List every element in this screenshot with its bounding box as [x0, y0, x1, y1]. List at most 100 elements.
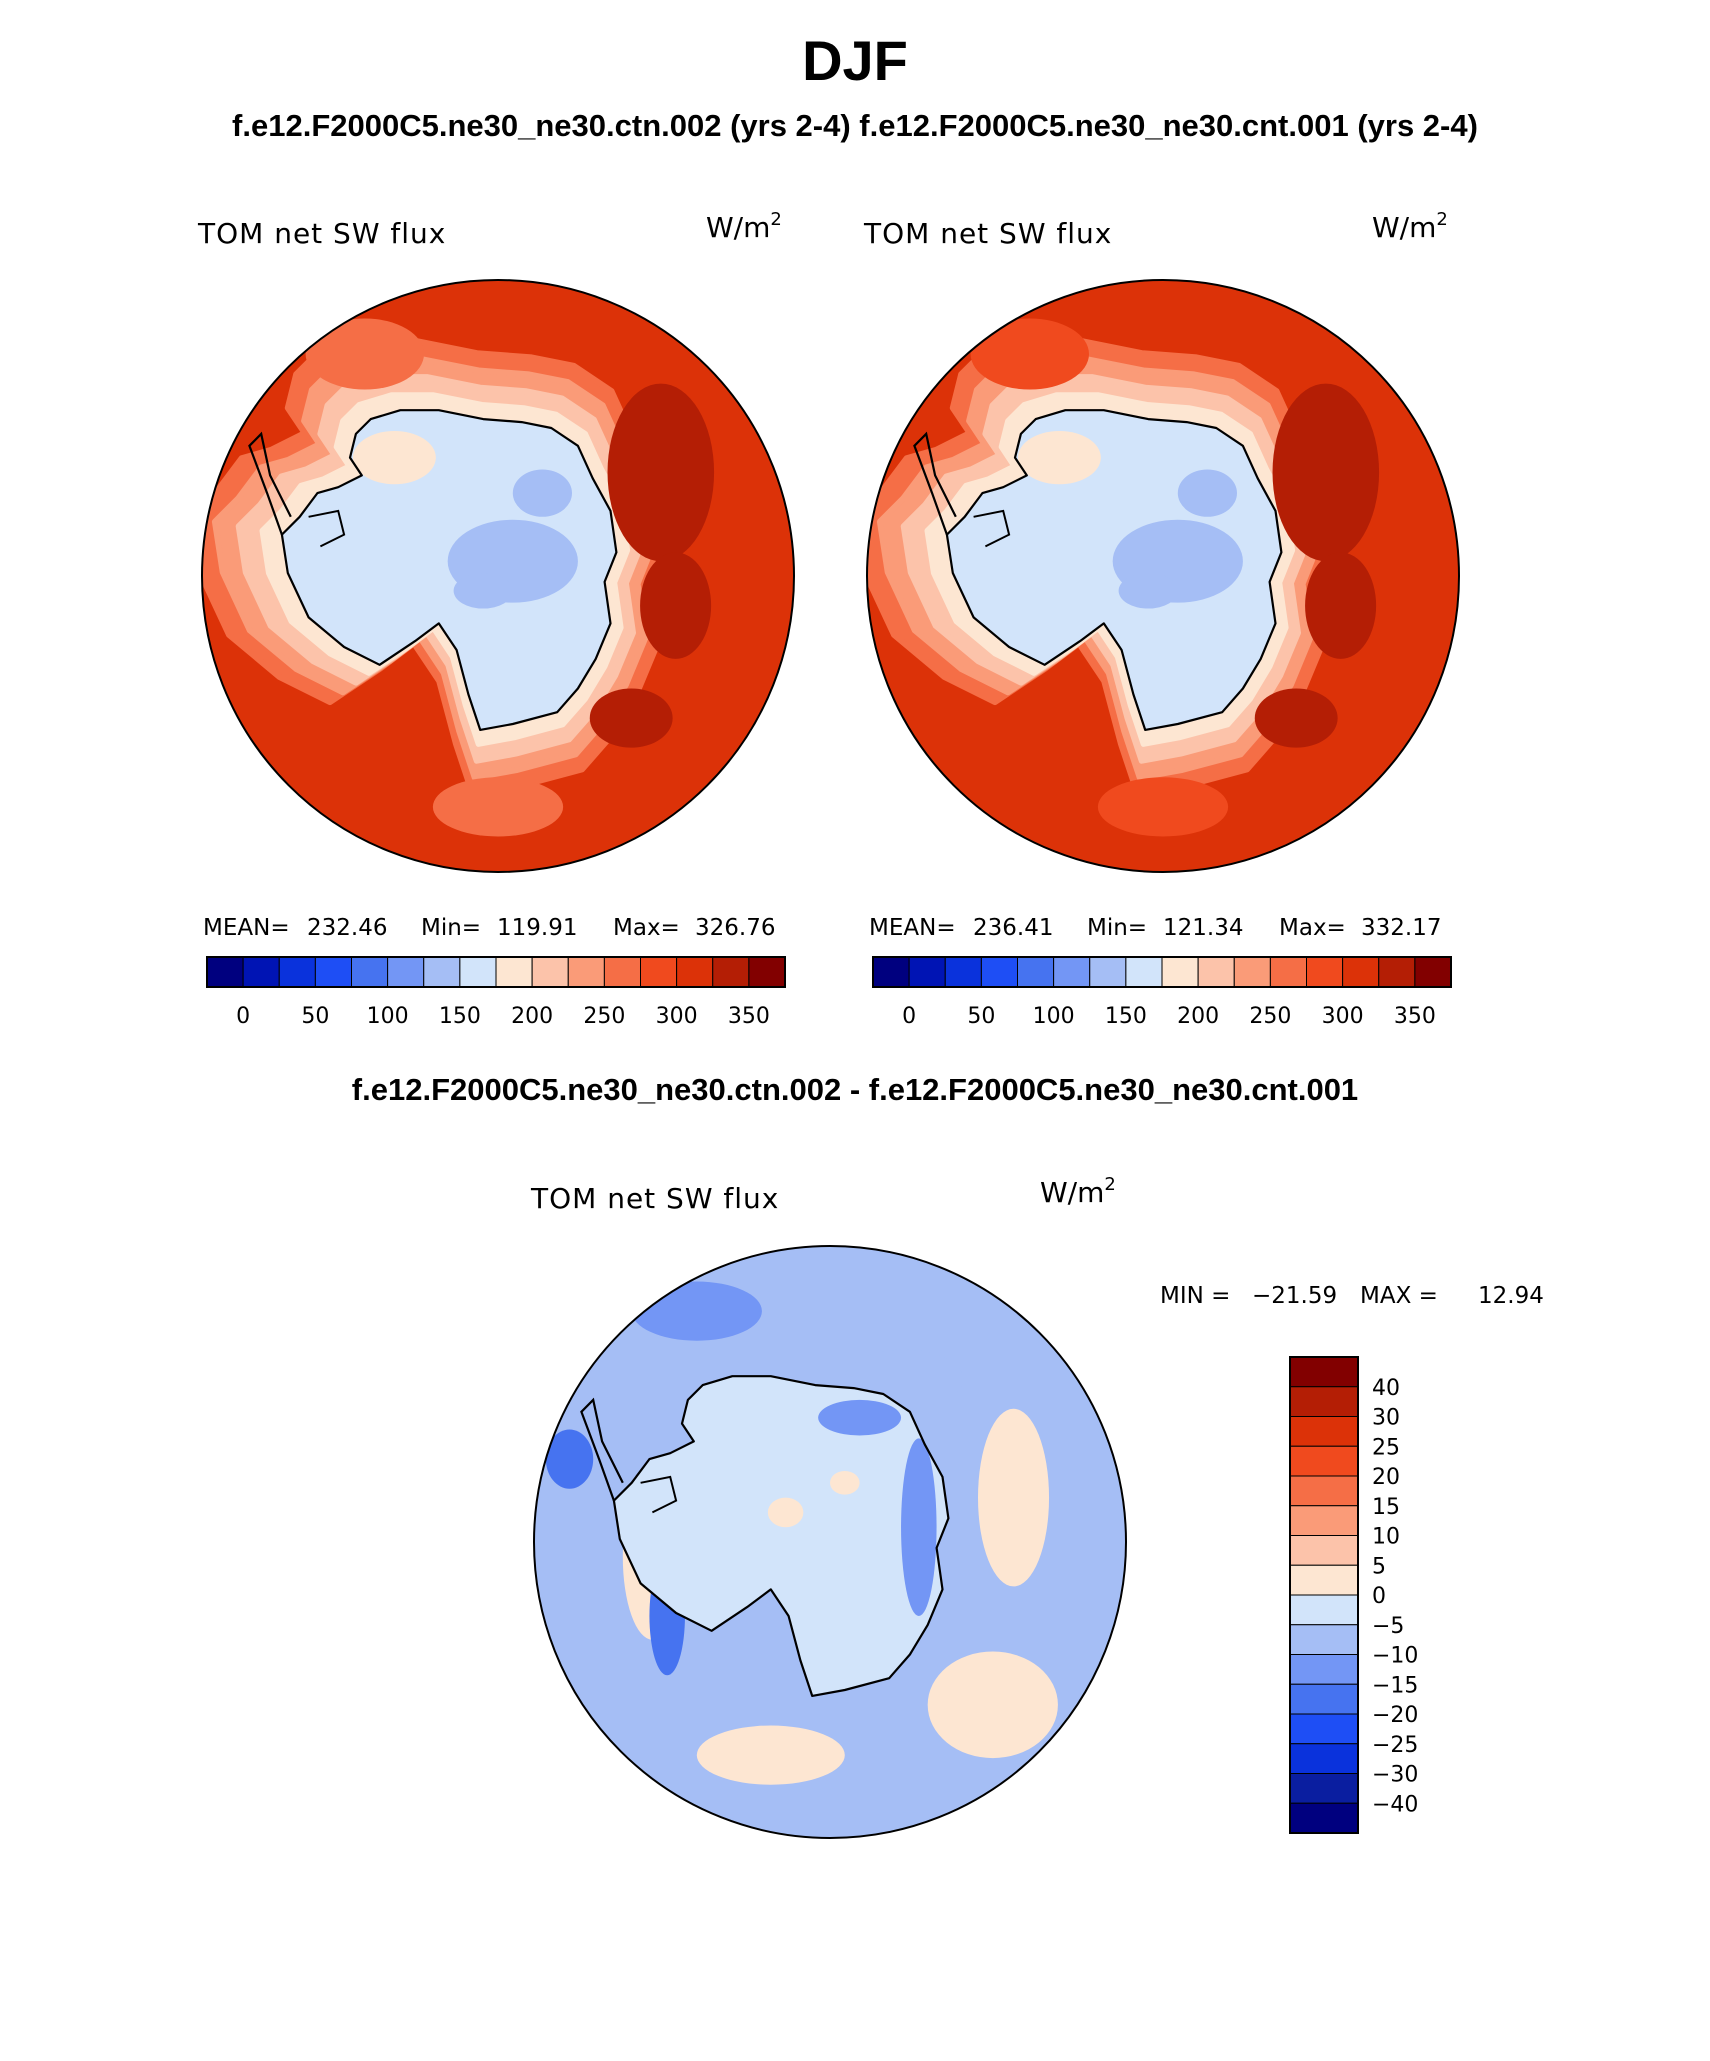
colorbar-box — [1289, 1654, 1359, 1685]
colorbar-box — [872, 956, 910, 988]
colorbar-box — [459, 956, 497, 988]
colorbar-box — [1233, 956, 1271, 988]
peninsula-coastline — [580, 1397, 624, 1501]
min-label: Min= — [421, 915, 481, 941]
map-boundary-circle — [866, 279, 1460, 873]
map-boundary-circle — [533, 1245, 1127, 1839]
ice-margin-contour — [876, 355, 1322, 781]
warm-ocean-patch — [607, 383, 715, 562]
plateau-patch — [1118, 573, 1178, 609]
max-value: 332.17 — [1361, 915, 1441, 941]
max-label: Max= — [613, 915, 680, 941]
units-exponent: 2 — [1436, 209, 1447, 230]
colorbar-tick-label: 350 — [728, 1004, 770, 1029]
colorbar-box — [1289, 1773, 1359, 1804]
max-value: 12.94 — [1478, 1283, 1544, 1309]
peninsula-coastline — [913, 431, 957, 535]
max-value: 326.76 — [695, 915, 775, 941]
cool-ocean-patch — [432, 777, 564, 837]
colorbar-tick-label: −10 — [1372, 1644, 1418, 1669]
colorbar-tick-label: −15 — [1372, 1673, 1418, 1698]
colorbar-box — [1289, 1802, 1359, 1834]
colorbar-frame — [872, 956, 1452, 988]
colorbar-box — [1289, 1475, 1359, 1507]
colorbar-frame — [1289, 1356, 1359, 1834]
antarctica-coastline — [945, 409, 1283, 731]
colorbar-tick-label: 15 — [1372, 1495, 1400, 1520]
colorbar-box — [1089, 956, 1127, 988]
plateau-patch — [1112, 519, 1243, 603]
ice-margin-contour — [867, 337, 1335, 798]
land-anomaly-patch — [767, 1497, 804, 1528]
colorbar-box — [1269, 956, 1307, 988]
anomaly-patch — [696, 1725, 845, 1785]
colorbar-tick-label: 150 — [439, 1004, 481, 1029]
colorbar-box — [1378, 956, 1416, 988]
max-label: MAX = — [1360, 1283, 1438, 1309]
colorbar-tick-label: 10 — [1372, 1525, 1400, 1550]
warm-ocean-patch — [1305, 552, 1377, 659]
anomaly-patch — [927, 1651, 1058, 1759]
ice-shelf-coastline — [308, 509, 346, 548]
page-subtitle: f.e12.F2000C5.ne30_ne30.ctn.002 (yrs 2-4… — [232, 108, 1478, 143]
map-field-1 — [867, 280, 1459, 872]
colorbar-tick-label: 350 — [1394, 1004, 1436, 1029]
units-exponent: 2 — [770, 209, 781, 230]
colorbar-box — [1289, 1505, 1359, 1536]
colorbar-tick-label: 300 — [1322, 1004, 1364, 1029]
mean-label: MEAN= — [203, 915, 290, 941]
colorbar-tick-label: 100 — [367, 1004, 409, 1029]
min-label: MIN = — [1160, 1283, 1230, 1309]
land-anomaly-patch — [818, 1399, 902, 1436]
min-label: Min= — [1087, 915, 1147, 941]
units-label: W/m2 — [706, 209, 782, 244]
variable-label: TOM net SW flux — [197, 217, 446, 250]
colorbar-box — [1289, 1713, 1359, 1745]
mean-label: MEAN= — [869, 915, 956, 941]
colorbar-tick-label: 100 — [1033, 1004, 1075, 1029]
warm-ocean-patch — [1254, 688, 1338, 748]
colorbar-tick-label: 20 — [1372, 1465, 1400, 1490]
colorbar-box — [908, 956, 946, 988]
ice-margin-contour — [202, 337, 670, 798]
colorbar-box — [1289, 1594, 1359, 1626]
ice-margin-contour — [900, 374, 1309, 764]
cool-ocean-patch — [1097, 777, 1229, 837]
colorbar-tick-label: 25 — [1372, 1435, 1400, 1460]
colorbar-tick-label: 0 — [236, 1004, 250, 1029]
units-label: W/m2 — [1040, 1174, 1116, 1209]
antarctica-coastline — [280, 409, 618, 731]
variable-label: TOM net SW flux — [863, 217, 1112, 250]
warm-ocean-patch — [1272, 383, 1380, 562]
colorbar-tick-label: 50 — [967, 1004, 995, 1029]
colorbar-tick-label: 200 — [511, 1004, 553, 1029]
colorbar-box — [748, 956, 786, 988]
colorbar-tick-label: 150 — [1105, 1004, 1147, 1029]
plateau-patch — [453, 573, 513, 609]
colorbar-tick-label: −25 — [1372, 1733, 1418, 1758]
colorbar-box — [1289, 1356, 1359, 1388]
colorbar-box — [314, 956, 352, 988]
land-anomaly-patch — [830, 1470, 860, 1495]
colorbar-box — [567, 956, 605, 988]
peninsula-coastline — [248, 431, 292, 535]
antarctica-land — [281, 410, 617, 730]
variable-label: TOM net SW flux — [530, 1182, 779, 1215]
max-label: Max= — [1279, 915, 1346, 941]
ice-margin-contour — [211, 355, 657, 781]
anomaly-patch — [844, 1349, 964, 1409]
min-value: −21.59 — [1252, 1283, 1337, 1309]
colorbar-box — [1289, 1386, 1359, 1417]
colorbar-tick-label: −30 — [1372, 1763, 1418, 1788]
colorbar-box — [1289, 1743, 1359, 1774]
antarctica-coastline — [612, 1375, 950, 1697]
colorbar-box — [1414, 956, 1452, 988]
page-title: DJF — [802, 29, 908, 92]
antarctica-land — [946, 410, 1282, 730]
colorbar-box — [206, 956, 244, 988]
map-boundary-circle — [201, 279, 795, 873]
map-field-2 — [534, 1246, 1126, 1838]
colorbar-tick-label: −20 — [1372, 1703, 1418, 1728]
